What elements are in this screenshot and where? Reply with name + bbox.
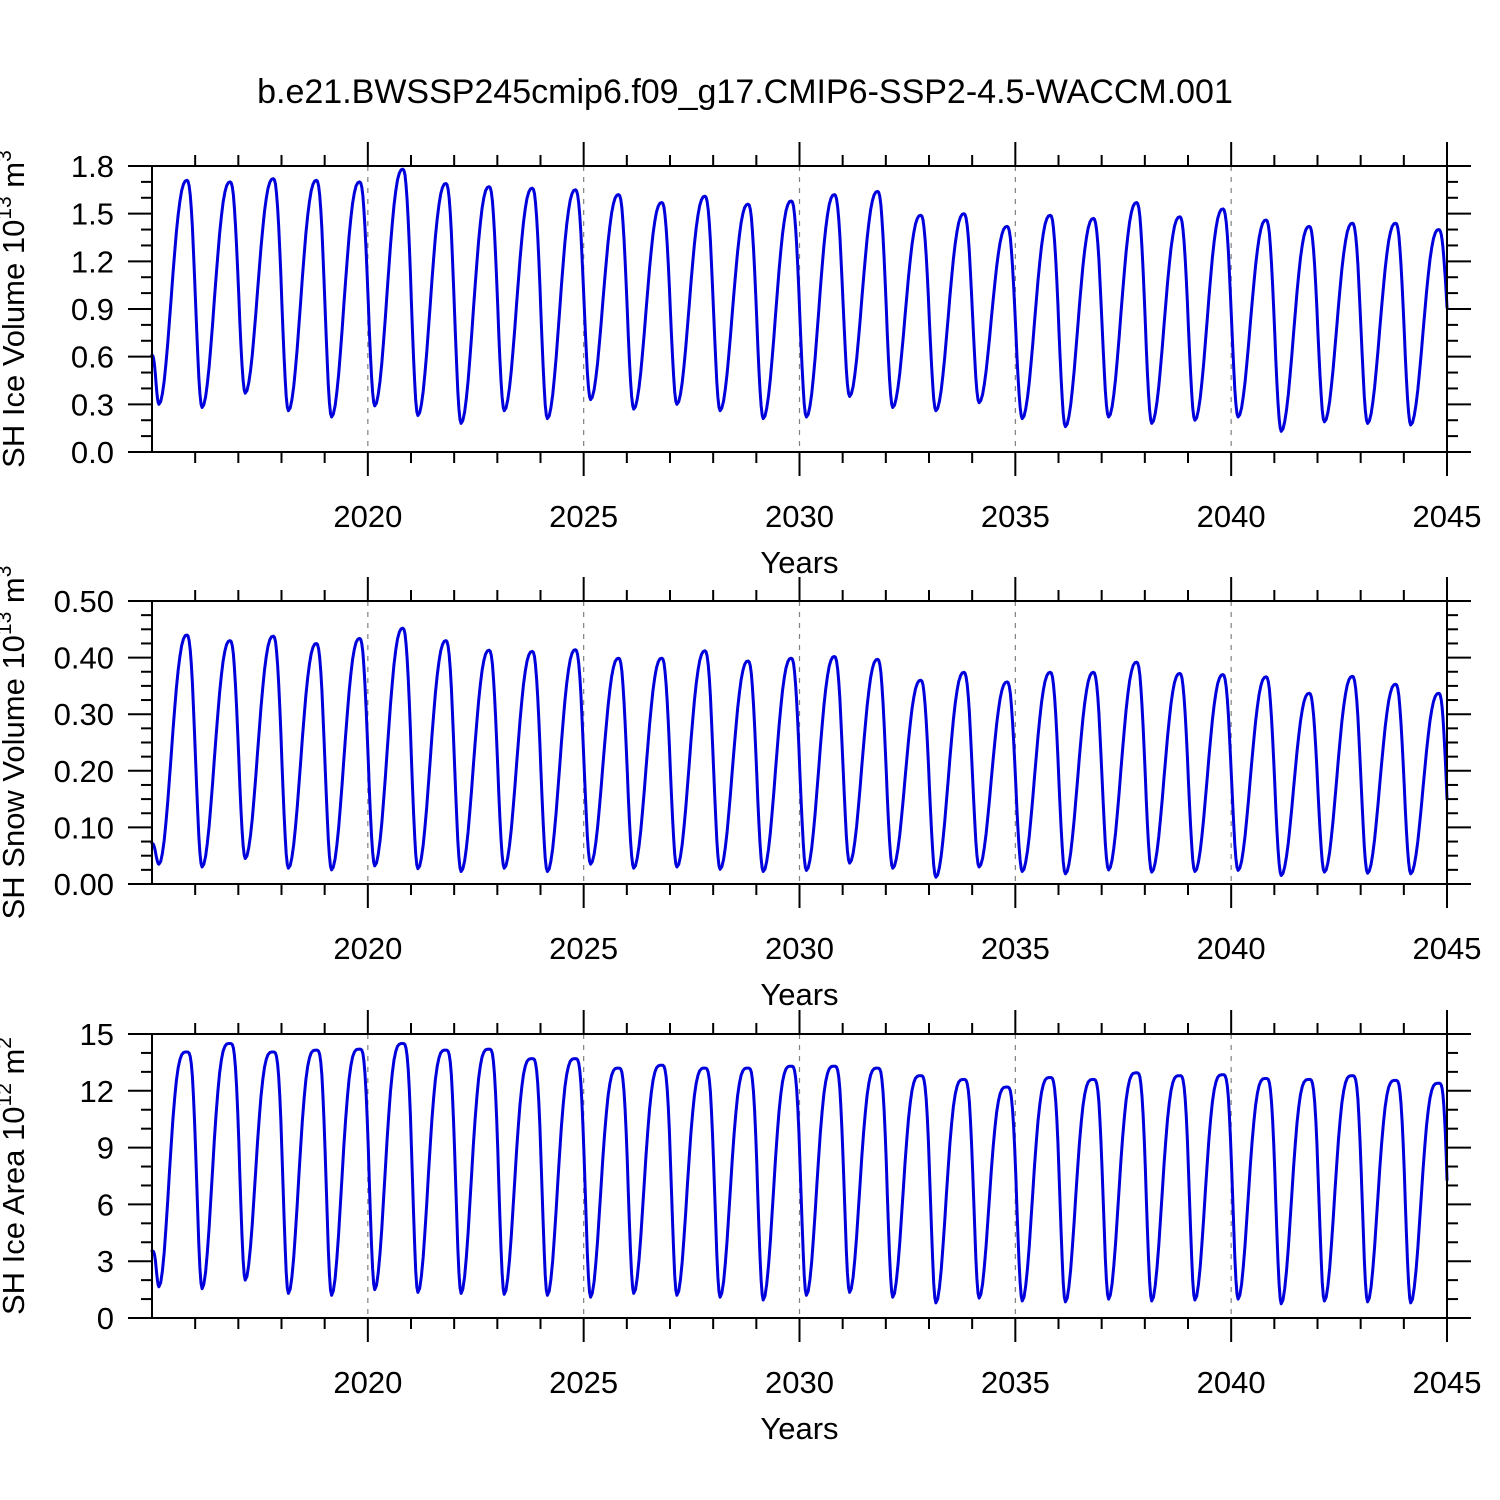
y-axis-title: SH Ice Area 1012 m2 xyxy=(0,1037,31,1315)
y-tick-label: 15 xyxy=(80,1017,114,1052)
y-axis-title: SH Ice Volume 1013 m3 xyxy=(0,150,31,468)
x-tick-label: 2030 xyxy=(765,931,834,966)
y-tick-label: 0.3 xyxy=(71,387,114,422)
y-tick-label: 0.0 xyxy=(71,435,114,470)
x-axis-title: Years xyxy=(760,977,838,1012)
y-tick-label: 6 xyxy=(97,1187,114,1222)
x-tick-label: 2045 xyxy=(1413,1365,1482,1400)
x-tick-label: 2020 xyxy=(333,499,402,534)
y-tick-label: 0.9 xyxy=(71,292,114,327)
chart-title: b.e21.BWSSP245cmip6.f09_g17.CMIP6-SSP2-4… xyxy=(257,73,1233,111)
x-tick-label: 2025 xyxy=(549,1365,618,1400)
series-line-sh-ice-volume xyxy=(150,167,1449,433)
ice-area-panel: 2020 2025 2030 2035 2040 2045 0 3 6 9 12 15 Years SH … xyxy=(0,1010,1481,1446)
x-tick-label: 2045 xyxy=(1413,499,1482,534)
series-line-sh-ice-area xyxy=(150,1042,1449,1306)
x-axis-title: Years xyxy=(760,1411,838,1446)
y-tick-label: 0.20 xyxy=(54,754,114,789)
x-tick-label: 2025 xyxy=(549,931,618,966)
y-tick-label: 1.2 xyxy=(71,244,114,279)
y-tick-label: 1.5 xyxy=(71,197,114,232)
x-tick-label: 2020 xyxy=(333,931,402,966)
snow-volume-panel: 2020 2025 2030 2035 2040 2045 0.00 0.10 0.20 0.30… xyxy=(0,566,1481,1012)
y-axis-title: SH Snow Volume 1013 m3 xyxy=(0,566,31,920)
y-tick-label: 0.10 xyxy=(54,810,114,845)
y-tick-label: 9 xyxy=(97,1131,114,1166)
y-tick-label: 0.6 xyxy=(71,340,114,375)
y-tick-label: 3 xyxy=(97,1244,114,1279)
x-tick-label: 2025 xyxy=(549,499,618,534)
y-tick-label: 0.50 xyxy=(54,584,114,619)
y-tick-label: 0.30 xyxy=(54,697,114,732)
series-line-sh-snow-volume xyxy=(150,626,1449,879)
x-tick-label: 2045 xyxy=(1413,931,1482,966)
x-axis-title: Years xyxy=(760,545,838,580)
y-tick-label: 0.40 xyxy=(54,641,114,676)
x-tick-label: 2030 xyxy=(765,499,834,534)
y-tick-label: 12 xyxy=(80,1074,114,1109)
x-tick-label: 2035 xyxy=(981,1365,1050,1400)
x-tick-label: 2040 xyxy=(1197,499,1266,534)
y-tick-label: 0.00 xyxy=(54,867,114,902)
ice-volume-panel: 2020 2025 2030 2035 2040 2045 0.0 0.3 0.6 0.9 1.2 1… xyxy=(0,142,1481,580)
x-tick-label: 2035 xyxy=(981,499,1050,534)
y-tick-label: 1.8 xyxy=(71,149,114,184)
x-tick-label: 2040 xyxy=(1197,931,1266,966)
x-tick-label: 2040 xyxy=(1197,1365,1266,1400)
x-tick-label: 2020 xyxy=(333,1365,402,1400)
x-tick-label: 2035 xyxy=(981,931,1050,966)
x-tick-label: 2030 xyxy=(765,1365,834,1400)
y-tick-label: 0 xyxy=(97,1301,114,1336)
